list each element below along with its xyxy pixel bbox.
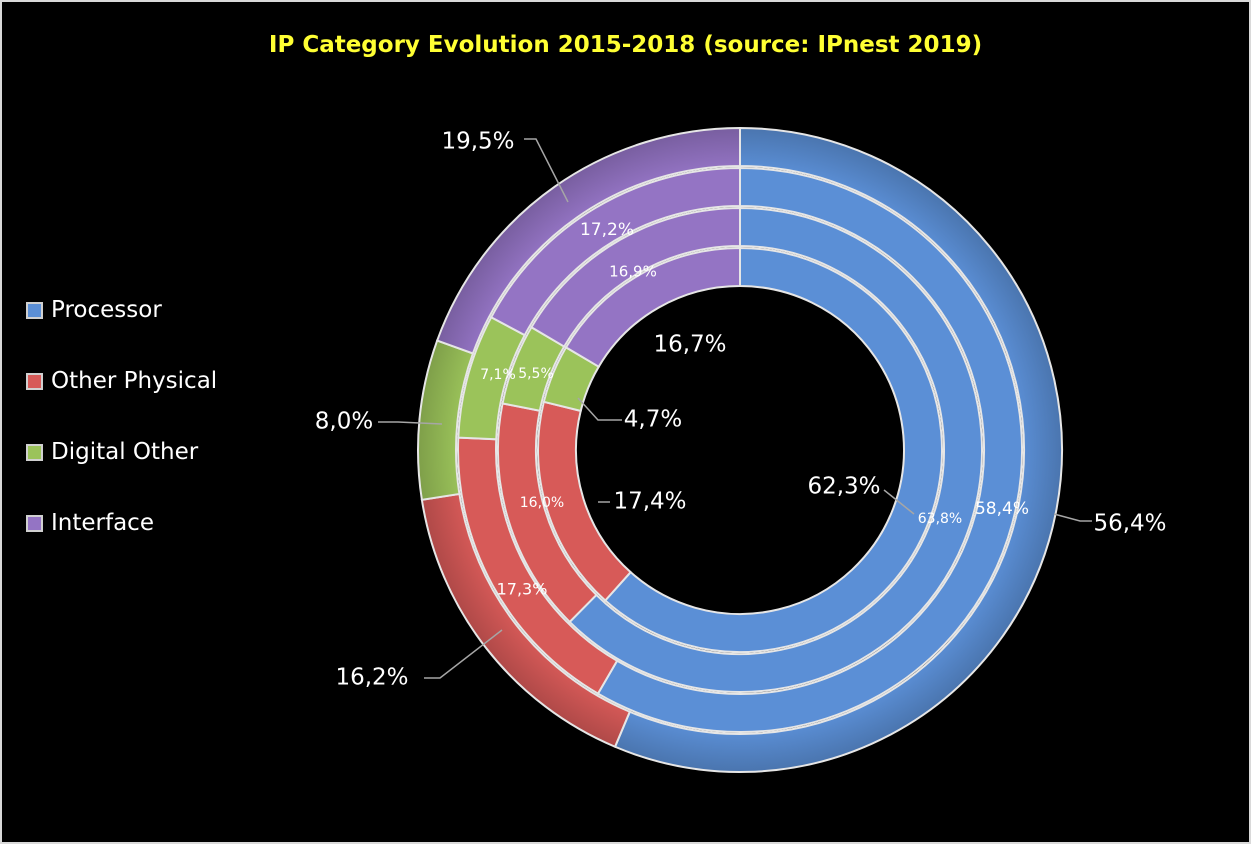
legend-item-other-physical: Other Physical <box>26 363 217 399</box>
label-ring-2-other-physical: 17,3% <box>497 580 548 599</box>
label-inner-digital-other: 4,7% <box>624 407 682 433</box>
slice-ring-2-processor <box>596 166 1023 733</box>
slice-ring-2-interface <box>489 166 741 337</box>
legend-item-interface: Interface <box>26 505 217 541</box>
leader-outer-interface <box>524 138 569 203</box>
legend-label-digital-other: Digital Other <box>51 439 199 465</box>
label-outer-digital-other: 8,0% <box>315 409 373 435</box>
label-ring-3-interface: 16,9% <box>609 263 657 281</box>
slice-outer-processor <box>613 126 1063 773</box>
legend: Processor Other Physical Digital Other I… <box>26 292 217 576</box>
legend-label-interface: Interface <box>51 510 154 536</box>
slice-inner-interface <box>564 246 741 369</box>
slice-outer-interface <box>435 126 741 355</box>
label-inner-processor: 62,3% <box>807 474 880 500</box>
legend-swatch-processor <box>26 301 43 319</box>
leader-outer-other-physical <box>424 629 503 679</box>
label-ring-3-processor: 63,8% <box>918 511 962 527</box>
label-ring-2-digital-other: 7,1% <box>480 367 516 383</box>
label-ring-2-interface: 17,2% <box>580 220 634 240</box>
label-outer-interface: 19,5% <box>441 129 514 155</box>
label-inner-interface: 16,7% <box>653 332 726 358</box>
legend-item-digital-other: Digital Other <box>26 434 217 470</box>
label-inner-other-physical: 17,4% <box>613 489 686 515</box>
legend-swatch-digital-other <box>26 443 43 461</box>
label-outer-other-physical: 16,2% <box>335 665 408 691</box>
leader-inner-processor <box>883 489 915 515</box>
legend-swatch-interface <box>26 514 43 532</box>
legend-item-processor: Processor <box>26 292 217 328</box>
legend-label-processor: Processor <box>51 297 162 323</box>
slice-ring-3-processor <box>568 206 983 693</box>
label-outer-processor: 56,4% <box>1093 511 1166 537</box>
slice-inner-processor <box>603 246 943 653</box>
label-ring-3-digital-other: 5,5% <box>518 366 554 382</box>
legend-label-other-physical: Other Physical <box>51 368 218 394</box>
slice-ring-3-interface <box>530 206 741 348</box>
legend-swatch-other-physical <box>26 372 43 390</box>
leader-inner-digital-other <box>577 397 622 421</box>
label-ring-2-processor: 58,4% <box>975 499 1029 519</box>
chart-title: IP Category Evolution 2015-2018 (source:… <box>268 32 983 58</box>
leader-outer-digital-other <box>378 421 443 425</box>
label-ring-3-other-physical: 16,0% <box>520 495 564 511</box>
leader-outer-processor <box>1053 513 1092 522</box>
